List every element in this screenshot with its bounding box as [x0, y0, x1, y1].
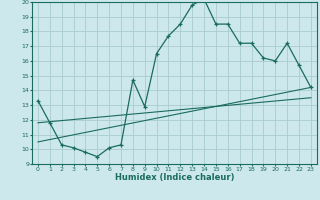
- X-axis label: Humidex (Indice chaleur): Humidex (Indice chaleur): [115, 173, 234, 182]
